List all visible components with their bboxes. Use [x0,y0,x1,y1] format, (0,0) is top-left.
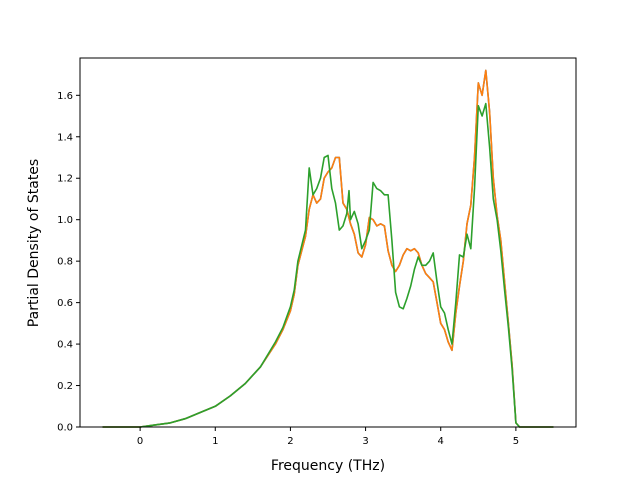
y-tick-label: 1.0 [57,215,73,226]
series-line-2 [102,69,554,428]
x-tick-label: 3 [362,436,368,447]
x-tick-label: 2 [287,436,293,447]
x-tick-label: 5 [513,436,519,447]
series-line-1 [102,69,554,428]
y-tick-label: 1.6 [57,91,73,102]
series-line-3 [102,102,554,428]
y-tick-label: 0.8 [57,257,73,268]
y-tick-label: 1.4 [57,132,73,143]
y-axis-title: Partial Density of States [26,159,42,327]
y-tick-label: 1.2 [57,174,73,185]
x-tick-label: 1 [212,436,218,447]
x-tick-label: 4 [438,436,444,447]
y-tick-label: 0.6 [57,298,73,309]
y-tick-label: 0.0 [57,423,73,434]
plot-lines [102,69,554,428]
y-tick-label: 0.2 [57,381,73,392]
x-axis-title: Frequency (THz) [271,458,385,474]
y-tick-label: 0.4 [57,340,73,351]
plot-frame [79,57,577,428]
x-tick-label: 0 [137,436,143,447]
axes: 0 1 2 3 4 5 0.0 0.2 0.4 0.6 0.8 1.0 1.2 1.4 1.6 [57,57,577,447]
